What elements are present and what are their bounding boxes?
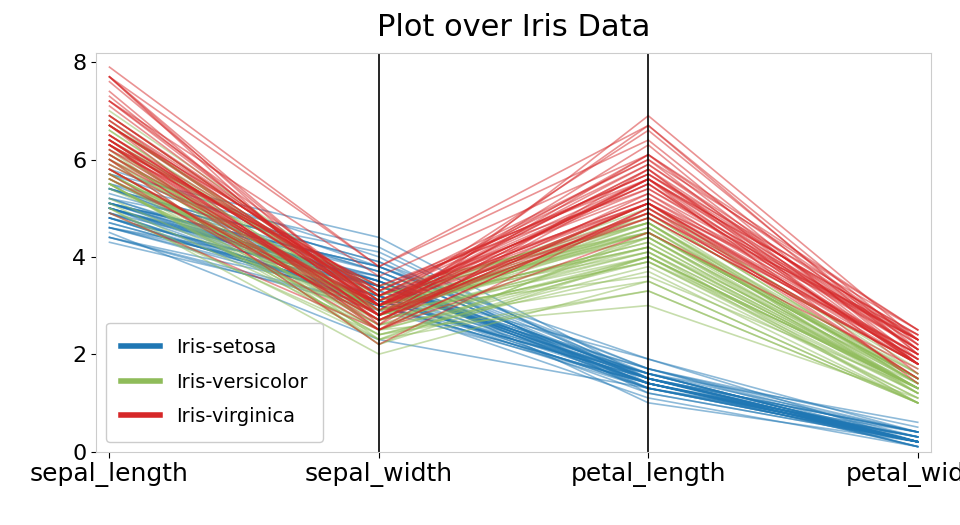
Legend: Iris-setosa, Iris-versicolor, Iris-virginica: Iris-setosa, Iris-versicolor, Iris-virgi… bbox=[106, 322, 323, 442]
Title: Plot over Iris Data: Plot over Iris Data bbox=[377, 13, 650, 42]
